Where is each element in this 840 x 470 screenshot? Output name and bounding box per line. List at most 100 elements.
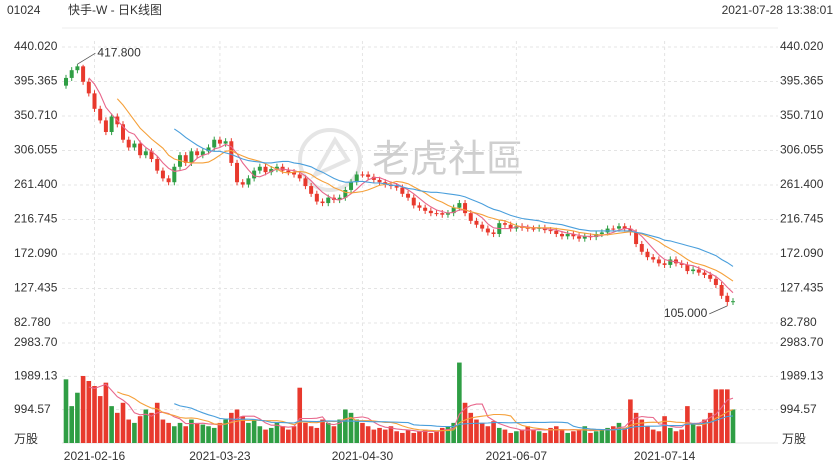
candle-body: [411, 197, 416, 206]
volume-bar: [63, 379, 69, 443]
volume-bar: [576, 429, 582, 443]
volume-bar: [502, 429, 508, 443]
volume-bar: [508, 432, 513, 443]
volume-bar: [565, 432, 570, 443]
volume-ma-line: [174, 403, 734, 431]
volume-bar: [189, 419, 194, 443]
volume-bar: [251, 419, 257, 443]
candle-body: [200, 151, 205, 156]
candle-body: [98, 108, 103, 121]
candle-body: [354, 174, 359, 183]
volume-bar: [337, 419, 342, 443]
volume-bar: [286, 429, 291, 443]
volume-bar: [69, 406, 75, 443]
volume-bar: [263, 429, 268, 443]
volume-bar: [519, 429, 525, 443]
volume-bar: [474, 419, 479, 443]
y-tick-label: 127.435: [14, 281, 58, 295]
volume-bar: [382, 429, 388, 443]
y-tick-label-right: 440.020: [780, 39, 824, 53]
y-tick-label-right: 216.745: [780, 212, 824, 226]
volume-bar: [622, 427, 627, 443]
candle-body: [679, 263, 684, 265]
volume-bar: [468, 412, 474, 443]
volume-bar: [371, 429, 377, 443]
volume-bar: [274, 422, 280, 443]
volume-bar: [154, 402, 160, 443]
volume-bar: [394, 431, 399, 443]
candle-body: [155, 159, 160, 171]
volume-bar: [194, 422, 200, 443]
volume-bar: [542, 432, 548, 443]
volume-bar: [143, 409, 149, 443]
volume-bar: [462, 402, 468, 443]
candle-body: [451, 207, 456, 214]
candle-body: [246, 178, 251, 185]
volume-bar: [132, 422, 137, 443]
stock-code: 01024: [7, 3, 41, 17]
candle-body: [360, 174, 365, 176]
candle-body: [656, 259, 661, 264]
volume-bar: [308, 426, 314, 443]
volume-bar: [365, 426, 371, 443]
y-tick-label-right: 82.780: [780, 315, 817, 329]
volume-bar: [485, 426, 491, 443]
candle-body: [394, 186, 399, 188]
candle-body: [143, 151, 148, 156]
candle-body: [314, 193, 319, 202]
candle-body: [217, 139, 222, 144]
volume-bar: [457, 362, 462, 443]
volume-bar: [97, 396, 103, 443]
volume-bar: [206, 426, 211, 443]
volume-bar: [633, 412, 639, 443]
candle-body: [463, 203, 468, 214]
candle-body: [189, 151, 194, 163]
volume-bar: [571, 431, 576, 443]
candle-body: [622, 226, 627, 229]
volume-bar: [268, 427, 274, 443]
candle-body: [75, 66, 80, 71]
volume-bar: [120, 402, 126, 443]
candle-body: [428, 210, 433, 214]
y-tick-label: 306.055: [14, 143, 58, 157]
volume-bar: [343, 409, 348, 443]
candle-body: [400, 187, 405, 194]
candle-body: [371, 176, 376, 180]
candle-body: [183, 155, 188, 163]
volume-bar: [451, 422, 456, 443]
volume-bar: [377, 427, 382, 443]
volume-bar: [650, 429, 656, 443]
candle-body: [634, 232, 639, 245]
volume-bar: [126, 419, 132, 443]
candle-body: [292, 172, 297, 175]
high-label-pointer: [77, 52, 96, 65]
candle-body: [571, 233, 576, 237]
x-tick-label: 2021-03-23: [189, 449, 251, 463]
candle-body: [235, 162, 240, 183]
volume-bar: [422, 429, 428, 443]
y2-tick-label-right: 1989.13: [780, 369, 824, 383]
volume-bar: [229, 412, 234, 443]
candle-body: [616, 226, 621, 229]
volume-bar: [719, 389, 724, 443]
ma-line: [173, 128, 734, 267]
volume-bar: [354, 419, 360, 443]
volume-bar: [183, 426, 189, 443]
candle-body: [685, 264, 690, 272]
y-tick-label-right: 350.710: [780, 108, 824, 122]
candle-body: [508, 224, 513, 229]
x-tick-label: 2021-04-30: [332, 449, 394, 463]
volume-bar: [303, 422, 308, 443]
volume-bar: [291, 426, 297, 443]
candle-body: [502, 223, 507, 225]
candle-body: [468, 213, 473, 221]
volume-bar: [667, 427, 673, 443]
candle-body: [132, 143, 137, 148]
volume-bar: [702, 419, 707, 443]
candle-body: [485, 228, 490, 233]
candle-body: [349, 182, 354, 190]
y-tick-label: 350.710: [14, 108, 58, 122]
volume-bar: [496, 427, 502, 443]
